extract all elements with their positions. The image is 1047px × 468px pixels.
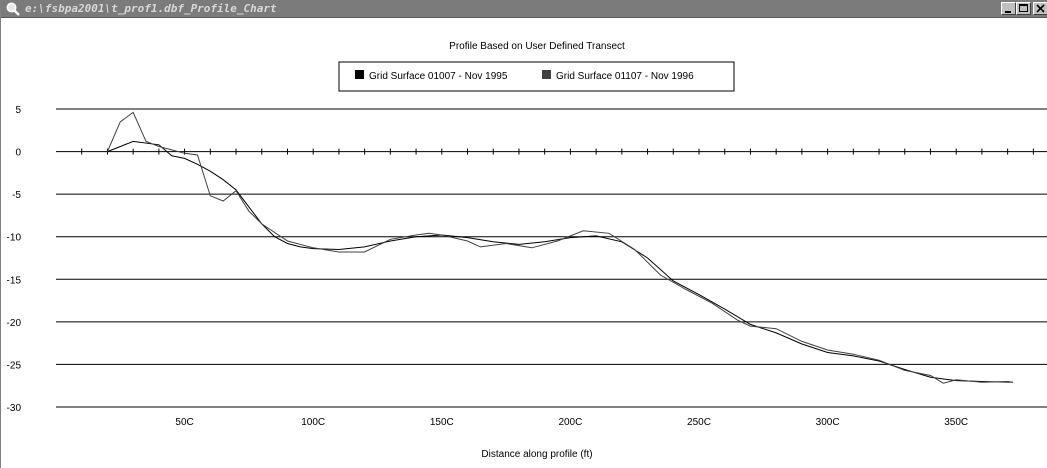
grid-lines [56,108,1047,408]
y-tick-label: -5 [12,190,21,201]
legend-swatch-1 [355,70,364,79]
legend-label-2: Grid Surface 01107 - Nov 1996 [556,71,694,82]
y-axis-labels: 5 0 -5 -10 -15 -20 -25 -30 [7,105,22,414]
series-lines [106,111,1013,384]
x-tick-label: 250C [687,417,711,428]
y-tick-label: -10 [7,233,22,244]
y-tick-label: -30 [7,403,22,414]
magnifier-icon [6,2,20,16]
legend-label-1: Grid Surface 01007 - Nov 1995 [369,71,508,82]
window-controls [1001,2,1047,16]
restore-button[interactable] [1016,2,1031,15]
x-tick-label: 300C [816,417,840,428]
legend-swatch-2 [542,70,551,79]
x-tick-label: 200C [558,417,582,428]
minimize-icon [1005,11,1011,13]
title-bar[interactable]: e:\fsbpa2001\t_prof1.dbf_Profile_Chart [1,0,1047,18]
series-line-1 [107,140,1013,383]
x-tick-label: 150C [430,417,454,428]
legend: Grid Surface 01007 - Nov 1995 Grid Surfa… [338,61,735,92]
x-tick-label: 350C [944,417,968,428]
y-tick-label: 5 [15,105,21,116]
x-axis-title: Distance along profile (ft) [481,449,592,460]
x-axis-zero-line [56,148,1047,155]
x-axis-labels: 50C 100C 150C 200C 250C 300C 350C [175,417,968,428]
close-icon [1036,4,1045,13]
close-button[interactable] [1033,2,1047,15]
chart-title: Profile Based on User Defined Transect [449,41,625,52]
profile-chart: Profile Based on User Defined Transect G… [7,41,1047,460]
y-tick-label: -25 [7,360,22,371]
y-tick-label: -20 [7,318,22,329]
series-line-2 [106,111,1013,384]
x-tick-label: 100C [301,417,325,428]
y-tick-label: 0 [15,148,21,159]
window-title: e:\fsbpa2001\t_prof1.dbf_Profile_Chart [25,2,277,15]
minimize-button[interactable] [1001,2,1016,15]
y-tick-label: -15 [7,275,22,286]
legend-box [338,61,735,92]
x-tick-label: 50C [175,417,193,428]
restore-icon [1019,4,1028,12]
